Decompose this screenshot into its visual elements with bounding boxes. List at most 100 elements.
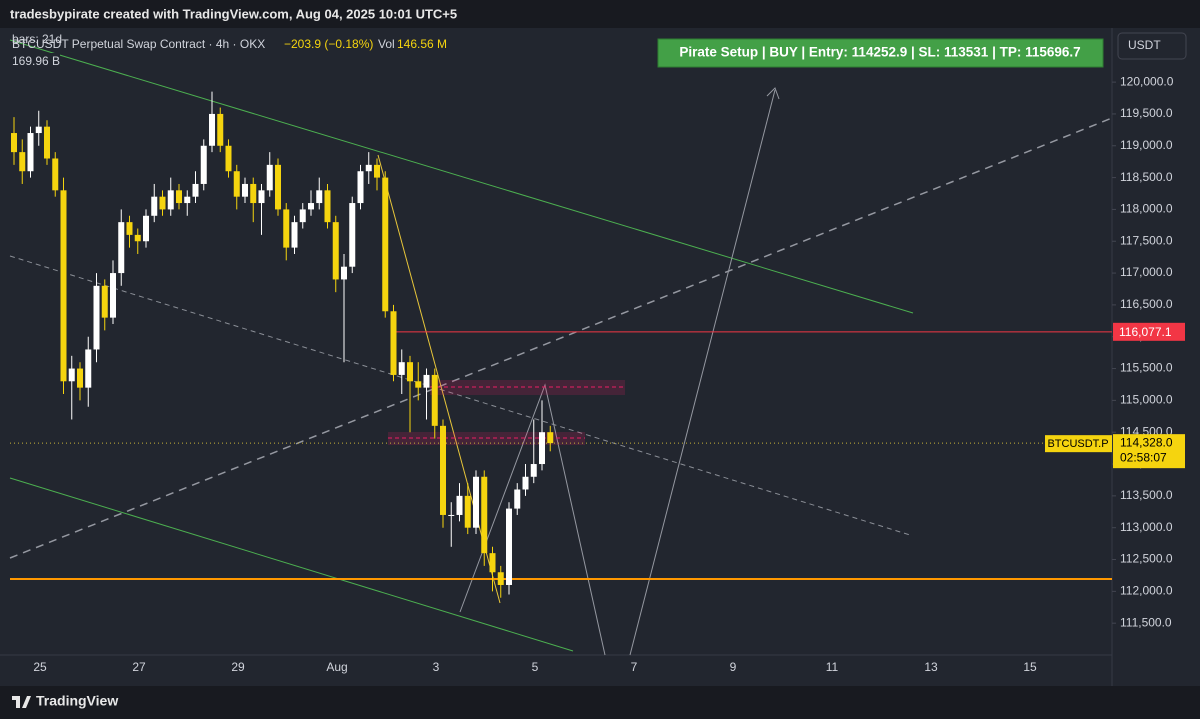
symbol-badge <box>1045 435 1112 453</box>
projection-arrow <box>629 89 776 656</box>
volume-label: Vol <box>378 37 395 51</box>
candle-body <box>382 177 389 312</box>
x-tick-label: Aug <box>326 660 347 674</box>
candle-body <box>489 553 496 573</box>
candle-body <box>464 495 471 528</box>
candle-body <box>184 196 191 204</box>
candle-body <box>44 126 50 159</box>
volume: 146.56 M <box>397 37 447 51</box>
candle-body <box>242 183 248 197</box>
candle-body <box>365 164 372 172</box>
candle-body <box>233 171 240 197</box>
candle-body <box>530 464 537 477</box>
candle-body <box>159 196 166 210</box>
setup-note: Pirate Setup | BUY | Entry: 114252.9 | S… <box>679 45 1080 60</box>
brand: TradingView <box>36 693 118 709</box>
candle-body <box>35 126 42 134</box>
y-tick-label: 118,000.0 <box>1120 202 1173 216</box>
last-symbol: BTCUSDT.P <box>1047 438 1108 450</box>
x-tick-label: 27 <box>132 660 146 674</box>
candle-body <box>209 113 215 146</box>
brand-logo <box>12 696 31 708</box>
projection-path <box>459 383 606 656</box>
candle-body <box>374 164 380 178</box>
author-line: tradesbypirate created with TradingView.… <box>10 6 457 21</box>
candle-body <box>225 145 232 172</box>
x-tick-label: 13 <box>924 660 938 674</box>
candle-body <box>398 362 405 375</box>
candle-body <box>506 508 512 585</box>
candle-body <box>522 476 529 490</box>
arrow-head <box>766 87 780 100</box>
channel-top <box>9 39 914 314</box>
y-tick-label: 113,500.0 <box>1120 488 1173 502</box>
y-tick-label: 112,500.0 <box>1120 552 1173 566</box>
yellow-trend <box>377 154 501 604</box>
candle-body <box>341 266 347 280</box>
candle-body <box>539 432 545 465</box>
candle-body <box>192 183 199 197</box>
candle-body <box>200 145 207 184</box>
candle-body <box>19 152 26 172</box>
drawings <box>9 39 1113 656</box>
y-tick-label: 111,500.0 <box>1120 615 1172 629</box>
level-label: 116,077.1 <box>1119 325 1172 339</box>
candle-body <box>514 489 521 509</box>
x-tick-label: 15 <box>1023 660 1037 674</box>
candle-body <box>497 572 504 585</box>
candle-body <box>473 476 479 528</box>
x-tick-label: 7 <box>631 660 638 674</box>
y-tick-label: 120,000.0 <box>1120 74 1174 88</box>
candle-body <box>85 349 92 388</box>
candle-body <box>481 476 488 554</box>
symbol-line: BTCUSDT Perpetual Swap Contract · 4h · O… <box>12 37 265 51</box>
candle-body <box>357 171 364 204</box>
currency: USDT <box>1128 38 1161 52</box>
candle-body <box>349 203 356 267</box>
candle-body <box>266 164 273 191</box>
x-tick-label: 9 <box>730 660 737 674</box>
bars-badge <box>8 53 60 69</box>
y-tick-label: 119,000.0 <box>1120 138 1173 152</box>
x-tick-label: 3 <box>433 660 440 674</box>
candle-body <box>332 222 339 280</box>
y-tick-label: 116,500.0 <box>1120 297 1173 311</box>
candle-body <box>11 133 17 153</box>
channel-mid <box>9 255 911 536</box>
bars-value: 169.96 B <box>12 54 60 68</box>
candle-body <box>52 158 59 191</box>
candle-body <box>118 222 125 274</box>
setup-box <box>657 38 1104 68</box>
candle-body <box>250 183 257 204</box>
candle-body <box>143 215 149 242</box>
currency-button[interactable] <box>1117 32 1187 60</box>
y-tick-label: 113,000.0 <box>1120 520 1173 534</box>
candle-body <box>93 285 100 350</box>
candle-body <box>440 425 446 515</box>
candle-body <box>390 311 397 375</box>
candle-body <box>283 209 290 248</box>
x-tick-label: 29 <box>231 660 245 674</box>
bars-label: bars: 21d <box>12 32 62 46</box>
y-tick-label: 112,000.0 <box>1120 584 1173 598</box>
candle-body <box>101 285 108 318</box>
candle-body <box>176 190 182 204</box>
candle-body <box>316 190 323 204</box>
candle-body <box>448 514 455 516</box>
candle-body <box>110 273 116 318</box>
x-tick-label: 5 <box>532 660 539 674</box>
y-tick-label: 117,000.0 <box>1120 265 1173 279</box>
candle-body <box>456 495 463 515</box>
y-tick-label: 119,500.0 <box>1120 106 1173 120</box>
plot: 111,500.0 112,000.0 112,500.0 113,000.0 113,… <box>10 74 1174 629</box>
price-badge <box>1113 434 1185 469</box>
y-tick-label: 115,000.0 <box>1120 393 1173 407</box>
candle-body <box>324 190 331 223</box>
candle-body <box>299 209 306 223</box>
trend-dashed <box>9 117 1113 559</box>
candle-body <box>217 113 224 146</box>
candle-body <box>68 368 75 382</box>
candle-body <box>415 381 422 388</box>
